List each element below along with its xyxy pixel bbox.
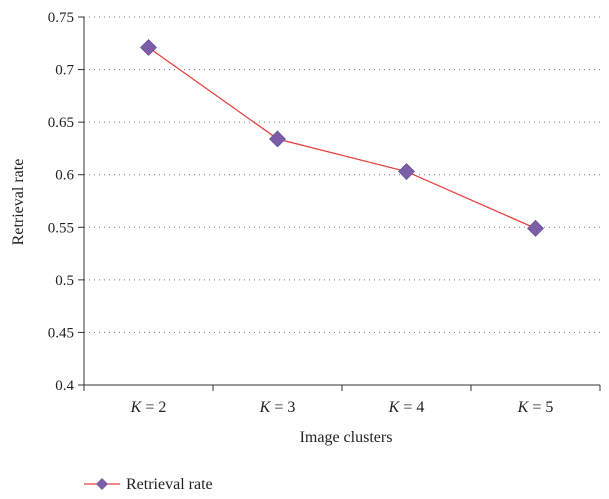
- legend-diamond-marker: [96, 478, 108, 490]
- x-tick-labels: K = 2 K = 3 K = 4 K = 5: [130, 399, 554, 416]
- data-point-marker: [140, 39, 157, 56]
- y-tick-label: 0.45: [48, 325, 74, 341]
- axes: [78, 16, 601, 391]
- y-tick-label: 0.7: [55, 63, 74, 79]
- x-tick-label: K = 2: [130, 399, 167, 416]
- x-tick-label: K = 3: [259, 399, 296, 416]
- y-tick-label: 0.75: [48, 10, 74, 26]
- gridlines: [84, 16, 600, 333]
- y-tick-labels: 0.4 0.45 0.5 0.55 0.6 0.65 0.7 0.75: [48, 10, 75, 394]
- y-tick-label: 0.5: [55, 273, 74, 289]
- data-point-marker: [527, 219, 544, 237]
- series-line: [148, 46, 536, 229]
- y-tick-label: 0.55: [48, 220, 74, 236]
- data-point-marker: [269, 130, 286, 148]
- legend: Retrieval rate: [84, 476, 213, 493]
- y-tick-label: 0.4: [55, 378, 74, 394]
- x-tick-label: K = 5: [517, 399, 554, 416]
- legend-label: Retrieval rate: [126, 476, 213, 493]
- data-point-marker: [398, 163, 415, 180]
- x-axis-title: Image clusters: [300, 429, 393, 446]
- x-tick-label: K = 4: [388, 399, 425, 416]
- series-retrieval-rate: [140, 39, 544, 237]
- y-tick-label: 0.6: [55, 168, 74, 184]
- y-axis-title: Retrieval rate: [10, 159, 27, 246]
- y-tick-label: 0.65: [48, 115, 74, 131]
